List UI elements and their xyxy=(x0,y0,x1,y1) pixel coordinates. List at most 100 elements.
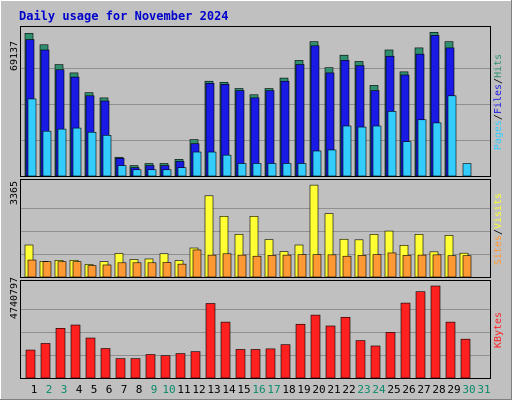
bar-sites xyxy=(72,261,82,278)
y-axis-max-label: 3365 xyxy=(9,181,20,205)
bar-kbytes xyxy=(340,316,351,379)
legend-item-kbytes: KBytes xyxy=(493,312,504,348)
bar-pages xyxy=(387,111,397,177)
x-axis-day-label: 13 xyxy=(207,383,220,396)
legend-item-hits: Hits xyxy=(493,54,504,78)
bar-kbytes xyxy=(415,291,426,379)
bar-files xyxy=(280,80,290,177)
bar-pages xyxy=(117,165,127,177)
bar-sites xyxy=(207,254,217,278)
chart-bars-layer xyxy=(21,31,490,379)
x-axis-day-label: 26 xyxy=(402,383,415,396)
bar-kbytes xyxy=(295,323,306,379)
bar-pages xyxy=(447,95,457,177)
legend-item-files: Files xyxy=(493,84,504,114)
bar-sites xyxy=(177,263,187,278)
x-axis-day-label: 27 xyxy=(417,383,430,396)
legend-separator: / xyxy=(493,78,504,84)
x-axis-day-label: 3 xyxy=(61,383,68,396)
bar-sites xyxy=(462,255,472,278)
bar-sites xyxy=(417,254,427,278)
x-axis-day-label: 30 xyxy=(462,383,475,396)
x-axis-day-label: 10 xyxy=(162,383,175,396)
bar-pages xyxy=(312,150,322,177)
x-axis-day-label: 5 xyxy=(91,383,98,396)
bar-sites xyxy=(432,254,442,278)
bar-sites xyxy=(267,255,277,278)
bar-kbytes xyxy=(40,343,51,379)
bar-pages xyxy=(327,149,337,177)
bar-sites xyxy=(357,255,367,278)
legend-separator: / xyxy=(493,229,504,235)
bar-pages xyxy=(267,163,277,177)
bar-kbytes xyxy=(280,344,291,379)
legend-item-pages: Pages xyxy=(493,120,504,150)
bar-pages xyxy=(282,163,292,177)
bar-kbytes xyxy=(190,351,201,379)
bar-pages xyxy=(342,125,352,177)
bar-sites xyxy=(402,255,412,278)
side-legend: Pages/Files/Hits xyxy=(493,54,504,150)
bar-sites xyxy=(132,262,142,278)
chart-title: Daily usage for November 2024 xyxy=(19,9,229,23)
bar-sites xyxy=(372,254,382,278)
bar-kbytes xyxy=(175,353,186,379)
bar-pages xyxy=(297,163,307,177)
chart-labels-layer: 69137Pages/Files/Hits3365Sites/Visits474… xyxy=(9,41,504,396)
bar-kbytes xyxy=(220,321,231,379)
x-axis-day-label: 15 xyxy=(237,383,250,396)
bar-pages xyxy=(42,130,52,177)
bar-kbytes xyxy=(400,302,411,379)
bar-pages xyxy=(162,169,172,177)
bar-pages xyxy=(462,163,472,177)
bar-kbytes xyxy=(130,358,141,379)
x-axis-day-label: 21 xyxy=(327,383,340,396)
bar-kbytes xyxy=(145,354,156,379)
side-legend: KBytes xyxy=(493,312,504,348)
bar-sites xyxy=(297,254,307,278)
bar-pages xyxy=(207,151,217,177)
bar-kbytes xyxy=(100,348,111,379)
bar-sites xyxy=(237,254,247,278)
bar-pages xyxy=(402,141,412,177)
x-axis-day-label: 23 xyxy=(357,383,370,396)
bar-kbytes xyxy=(355,340,366,379)
bar-sites xyxy=(252,255,262,278)
bar-pages xyxy=(27,98,37,177)
bar-pages xyxy=(57,128,67,177)
bar-pages xyxy=(102,135,112,177)
bar-sites xyxy=(327,254,337,278)
x-axis-day-label: 29 xyxy=(447,383,460,396)
x-axis-day-label: 2 xyxy=(46,383,53,396)
bar-kbytes xyxy=(250,349,261,379)
bar-sites xyxy=(387,252,397,278)
bar-sites xyxy=(222,253,232,278)
x-axis-day-label: 31 xyxy=(477,383,490,396)
bar-files xyxy=(235,90,245,177)
x-axis-day-label: 11 xyxy=(177,383,190,396)
x-axis-day-label: 22 xyxy=(342,383,355,396)
y-axis-max-label: 4740797 xyxy=(9,277,20,319)
bar-sites xyxy=(57,261,67,278)
bar-sites xyxy=(447,255,457,278)
bar-kbytes xyxy=(430,285,441,379)
bar-kbytes xyxy=(265,348,276,379)
bar-pages xyxy=(252,163,262,177)
bar-pages xyxy=(237,163,247,177)
bar-kbytes xyxy=(25,349,36,379)
bar-sites xyxy=(342,255,352,278)
x-axis-day-label: 28 xyxy=(432,383,445,396)
bar-sites xyxy=(27,259,37,278)
legend-item-sites: Sites xyxy=(493,235,504,265)
legend-item-visits: Visits xyxy=(493,193,504,229)
x-axis-day-label: 12 xyxy=(192,383,205,396)
bar-files xyxy=(265,90,275,177)
bar-pages xyxy=(222,154,232,177)
x-axis-day-label: 25 xyxy=(387,383,400,396)
y-axis-max-label: 69137 xyxy=(9,41,20,71)
bar-pages xyxy=(72,127,82,177)
x-axis-day-label: 14 xyxy=(222,383,236,396)
bar-pages xyxy=(192,151,202,177)
